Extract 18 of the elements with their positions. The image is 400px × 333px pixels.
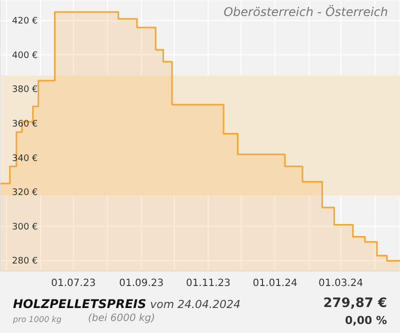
y-tick-label: 320 € — [12, 188, 38, 198]
x-tick-label: 01.01.24 — [252, 278, 298, 290]
x-tick-label: 01.03.24 — [318, 278, 364, 290]
text: 279,87 € — [323, 296, 387, 311]
y-tick-label: 420 € — [12, 16, 38, 27]
x-tick-label: 01.07.23 — [51, 278, 96, 290]
x-tick-label: 01.11.23 — [186, 278, 230, 290]
text: (bei 6000 kg) — [88, 313, 156, 324]
y-tick-label: 280 € — [12, 256, 38, 267]
y-tick-label: 300 € — [12, 222, 38, 232]
text: vom 24.04.2024 — [150, 298, 241, 311]
text: HOLZPELLETSPREIS — [13, 297, 146, 311]
y-tick-label: 380 € — [12, 85, 38, 96]
annotation: Oberösterreich - Österreich — [224, 5, 388, 19]
text: 0,00 % — [345, 314, 387, 327]
text: pro 1000 kg — [13, 315, 62, 324]
y-tick-label: 400 € — [12, 50, 38, 61]
x-tick-label: 01.09.23 — [119, 278, 164, 290]
